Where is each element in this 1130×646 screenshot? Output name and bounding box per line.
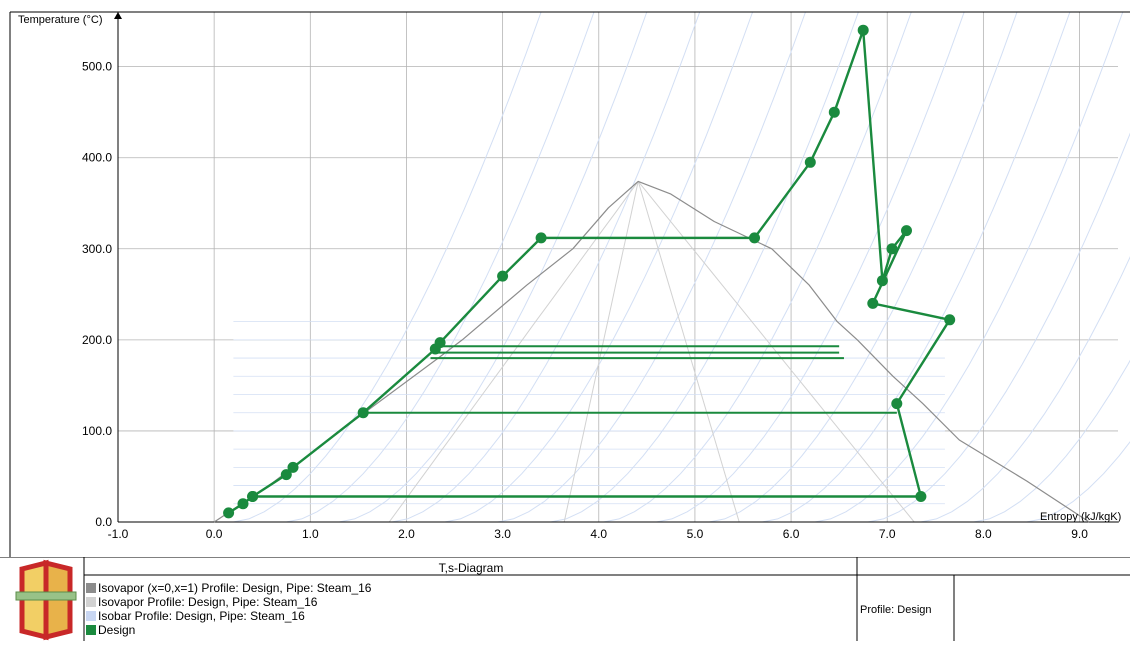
y-tick-label: 400.0: [82, 151, 112, 165]
steam-pipe-icon: [15, 559, 77, 641]
app-logo: [10, 559, 82, 641]
design-point: [247, 491, 259, 502]
design-point: [357, 407, 369, 419]
profile-label: Profile: Design: [860, 604, 932, 616]
design-point: [867, 297, 879, 309]
design-point: [223, 507, 235, 519]
legend-item-label: Isovapor Profile: Design, Pipe: Steam_16: [98, 595, 318, 609]
isobar-curve: [1026, 441, 1130, 523]
design-point: [280, 469, 292, 481]
legend-item-label: Design: [98, 623, 136, 637]
legend-swatch: [86, 625, 96, 635]
design-point: [497, 270, 509, 282]
legend-title: T,s-Diagram: [438, 561, 504, 575]
legend-swatch: [86, 583, 96, 593]
legend-frame: [0, 557, 1130, 641]
y-tick-label: 300.0: [82, 242, 112, 256]
saturation-dome-line: [213, 180, 1090, 523]
quality-curve: [637, 181, 915, 523]
y-tick-label: 500.0: [82, 60, 112, 74]
x-tick-label: 4.0: [590, 527, 607, 541]
tick-labels: -1.0 0.0 1.0 2.0 3.0 4.0 5.0 6.0 7.0 8.0 9.00.0100…: [82, 60, 1088, 541]
legend-item-label: Isobar Profile: Design, Pipe: Steam_16: [98, 609, 305, 623]
y-tick-label: 0.0: [95, 515, 112, 529]
legend-item-label: Isovapor (x=0,x=1) Profile: Design, Pipe…: [98, 581, 372, 595]
background-curves: [233, 11, 1130, 523]
ts-diagram-chart: -1.0 0.0 1.0 2.0 3.0 4.0 5.0 6.0 7.0 8.0 9.00.0100…: [0, 0, 1130, 560]
legend: Isovapor (x=0,x=1) Profile: Design, Pipe…: [86, 581, 856, 637]
design-point: [857, 24, 869, 36]
design-point: [434, 337, 446, 349]
design-point: [237, 498, 249, 510]
x-axis-label: Entropy (kJ/kgK): [1040, 511, 1121, 523]
axes: [9, 11, 1130, 557]
design-point: [749, 232, 760, 244]
design-point: [891, 398, 903, 410]
y-axis-label: Temperature (°C): [18, 14, 102, 26]
design-point: [901, 225, 912, 237]
legend-item-isovapor: Isovapor Profile: Design, Pipe: Steam_16: [86, 595, 856, 609]
quality-curve: [637, 181, 740, 523]
x-tick-label: 8.0: [975, 527, 992, 541]
design-point: [876, 275, 888, 287]
design-point: [287, 461, 299, 473]
x-tick-label: 9.0: [1071, 527, 1088, 541]
x-tick-label: 5.0: [687, 527, 704, 541]
data-points: [223, 24, 956, 519]
design-point: [535, 232, 547, 244]
x-tick-label: 3.0: [494, 527, 511, 541]
design-point: [828, 106, 840, 118]
y-tick-label: 100.0: [82, 424, 112, 438]
y-axis-arrow: [114, 12, 122, 19]
design-point: [804, 156, 816, 168]
x-tick-label: -1.0: [108, 527, 129, 541]
chart-background: [0, 0, 1130, 560]
design-point: [886, 243, 898, 255]
x-tick-label: 6.0: [783, 527, 800, 541]
isobar-curve: [920, 256, 1130, 523]
quality-curve: [563, 181, 639, 523]
legend-item-isovapor-x0x1: Isovapor (x=0,x=1) Profile: Design, Pipe…: [86, 581, 856, 595]
design-point: [915, 491, 927, 502]
legend-swatch: [86, 597, 96, 607]
x-tick-label: 1.0: [302, 527, 319, 541]
y-tick-label: 200.0: [82, 333, 112, 347]
legend-item-isobar: Isobar Profile: Design, Pipe: Steam_16: [86, 609, 856, 623]
design-point: [944, 314, 956, 326]
quality-curve: [388, 181, 639, 523]
x-tick-label: 7.0: [879, 527, 896, 541]
isobar-curve: [973, 359, 1130, 523]
x-tick-label: 2.0: [398, 527, 415, 541]
legend-swatch: [86, 611, 96, 621]
legend-item-design: Design: [86, 623, 856, 637]
x-tick-label: 0.0: [206, 527, 223, 541]
